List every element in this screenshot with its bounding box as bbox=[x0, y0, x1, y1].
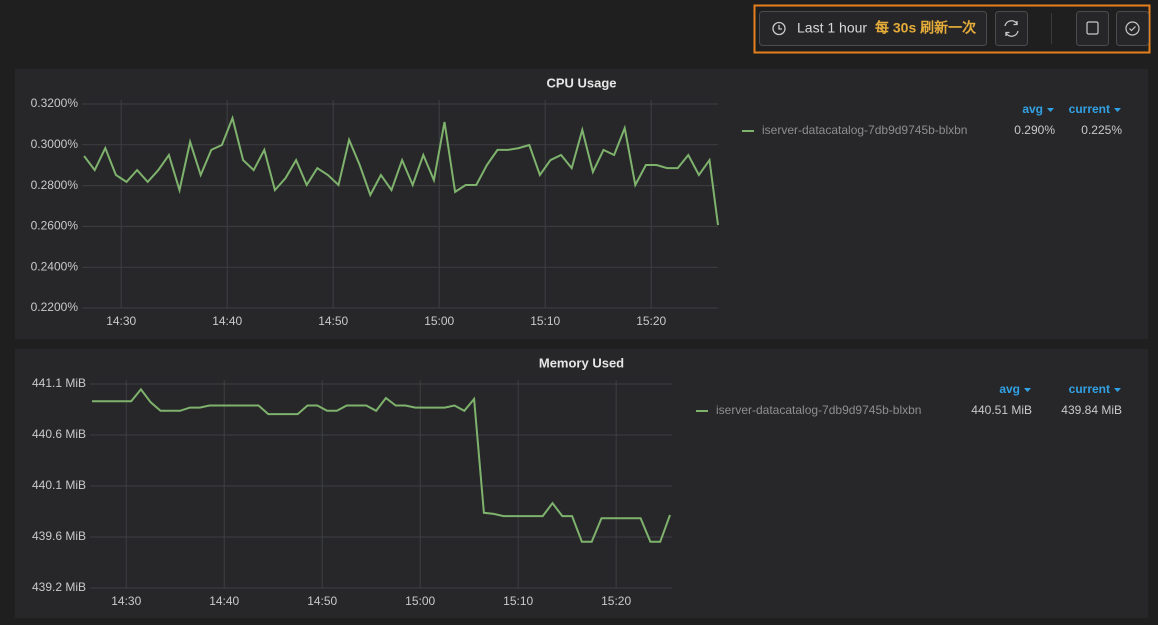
x-tick-label: 15:00 bbox=[405, 594, 435, 608]
y-tick-label: 0.2600% bbox=[31, 219, 79, 233]
sort-caret bbox=[1114, 388, 1121, 392]
y-tick-label: 0.3000% bbox=[31, 137, 79, 151]
time-range: Last 1 hour bbox=[797, 20, 867, 36]
legend-column-header: avg bbox=[999, 382, 1020, 396]
legend-value: 440.51 MiB bbox=[971, 403, 1032, 417]
y-tick-label: 0.2400% bbox=[31, 259, 79, 273]
check-circle bbox=[1125, 21, 1140, 36]
y-tick-label: 441.1 MiB bbox=[32, 376, 86, 390]
sort-caret bbox=[1047, 108, 1054, 112]
legend-column-header: current bbox=[1069, 382, 1110, 396]
series-line bbox=[83, 114, 719, 226]
y-tick-label: 440.1 MiB bbox=[32, 478, 86, 492]
x-tick-label: 15:10 bbox=[530, 314, 560, 328]
check-icon bbox=[1129, 26, 1136, 32]
apply-button[interactable] bbox=[1116, 11, 1149, 46]
y-tick-label: 0.3200% bbox=[31, 96, 79, 110]
x-tick-label: 15:20 bbox=[636, 314, 666, 328]
save-button[interactable] bbox=[1076, 11, 1109, 46]
toolbar: Last 1 hour 每 30s 刷新一次 bbox=[753, 4, 1151, 54]
legend-name: iserver-datacatalog-7db9d9745b-blxbn bbox=[716, 403, 921, 417]
refresh-icon bbox=[1004, 20, 1019, 37]
refresh-button[interactable] bbox=[995, 11, 1028, 46]
series-line bbox=[92, 387, 671, 543]
x-tick-label: 15:10 bbox=[503, 594, 533, 608]
x-tick-label: 14:30 bbox=[111, 594, 141, 608]
y-tick-label: 0.2200% bbox=[31, 300, 79, 314]
y-tick-label: 440.6 MiB bbox=[32, 427, 86, 441]
clock-hand bbox=[778, 25, 782, 30]
legend-column-header: current bbox=[1069, 102, 1110, 116]
y-tick-label: 439.2 MiB bbox=[32, 580, 86, 594]
clock-icon bbox=[772, 21, 786, 36]
legend-value: 0.225% bbox=[1081, 123, 1122, 137]
x-tick-label: 14:50 bbox=[307, 594, 337, 608]
sort-caret bbox=[1114, 108, 1121, 112]
save-icon bbox=[1086, 21, 1099, 35]
sort-caret bbox=[1024, 388, 1031, 392]
y-tick-label: 439.6 MiB bbox=[32, 529, 86, 543]
legend-name: iserver-datacatalog-7db9d9745b-blxbn bbox=[762, 123, 967, 137]
legend-value: 0.290% bbox=[1014, 123, 1055, 137]
panel-title: CPU Usage bbox=[546, 75, 616, 90]
x-tick-label: 14:40 bbox=[209, 594, 239, 608]
panel bbox=[15, 69, 1148, 339]
x-tick-label: 15:00 bbox=[424, 314, 454, 328]
toolbar-highlight bbox=[753, 4, 1151, 54]
refresh-interval: 每 30s 刷新一次 bbox=[875, 20, 976, 36]
x-tick-label: 14:40 bbox=[212, 314, 242, 328]
x-tick-label: 14:30 bbox=[106, 314, 136, 328]
legend-column-header: avg bbox=[1022, 102, 1043, 116]
legend-value: 439.84 MiB bbox=[1061, 403, 1122, 417]
x-tick-label: 14:50 bbox=[318, 314, 348, 328]
x-tick-label: 15:20 bbox=[601, 594, 631, 608]
panel-title: Memory Used bbox=[539, 355, 624, 370]
y-tick-label: 0.2800% bbox=[31, 178, 79, 192]
panel bbox=[15, 349, 1148, 618]
time-picker[interactable] bbox=[759, 11, 987, 46]
